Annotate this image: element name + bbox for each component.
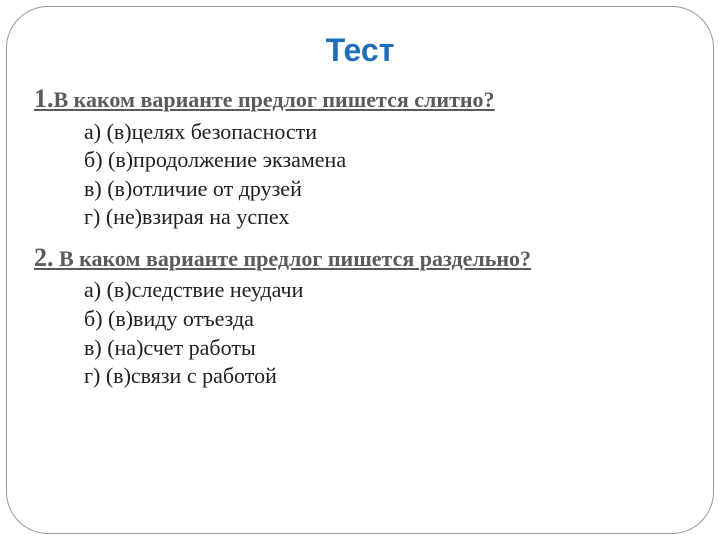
question-number: 2. [34,243,54,272]
option: а) (в)целях безопасности [84,118,692,147]
option: г) (в)связи с работой [84,362,692,391]
slide-title: Тест [28,32,692,69]
slide-body: 1.В каком варианте предлог пишется слитн… [28,83,692,391]
question-2: 2. В каком варианте предлог пишется разд… [34,242,692,275]
option: в) (на)счет работы [84,334,692,363]
question-1-options: а) (в)целях безопасности б) (в)продолжен… [84,118,692,232]
option: а) (в)следствие неудачи [84,276,692,305]
question-1: 1.В каком варианте предлог пишется слитн… [34,83,692,116]
option: б) (в)продолжение экзамена [84,146,692,175]
option: б) (в)виду отъезда [84,305,692,334]
question-2-options: а) (в)следствие неудачи б) (в)виду отъез… [84,276,692,390]
question-text: В каком варианте предлог пишется слитно? [54,87,495,112]
slide: Тест 1.В каком варианте предлог пишется … [0,0,720,540]
question-text: В каком варианте предлог пишется раздель… [54,246,532,271]
option: в) (в)отличие от друзей [84,175,692,204]
question-number: 1. [34,84,54,113]
option: г) (не)взирая на успех [84,203,692,232]
